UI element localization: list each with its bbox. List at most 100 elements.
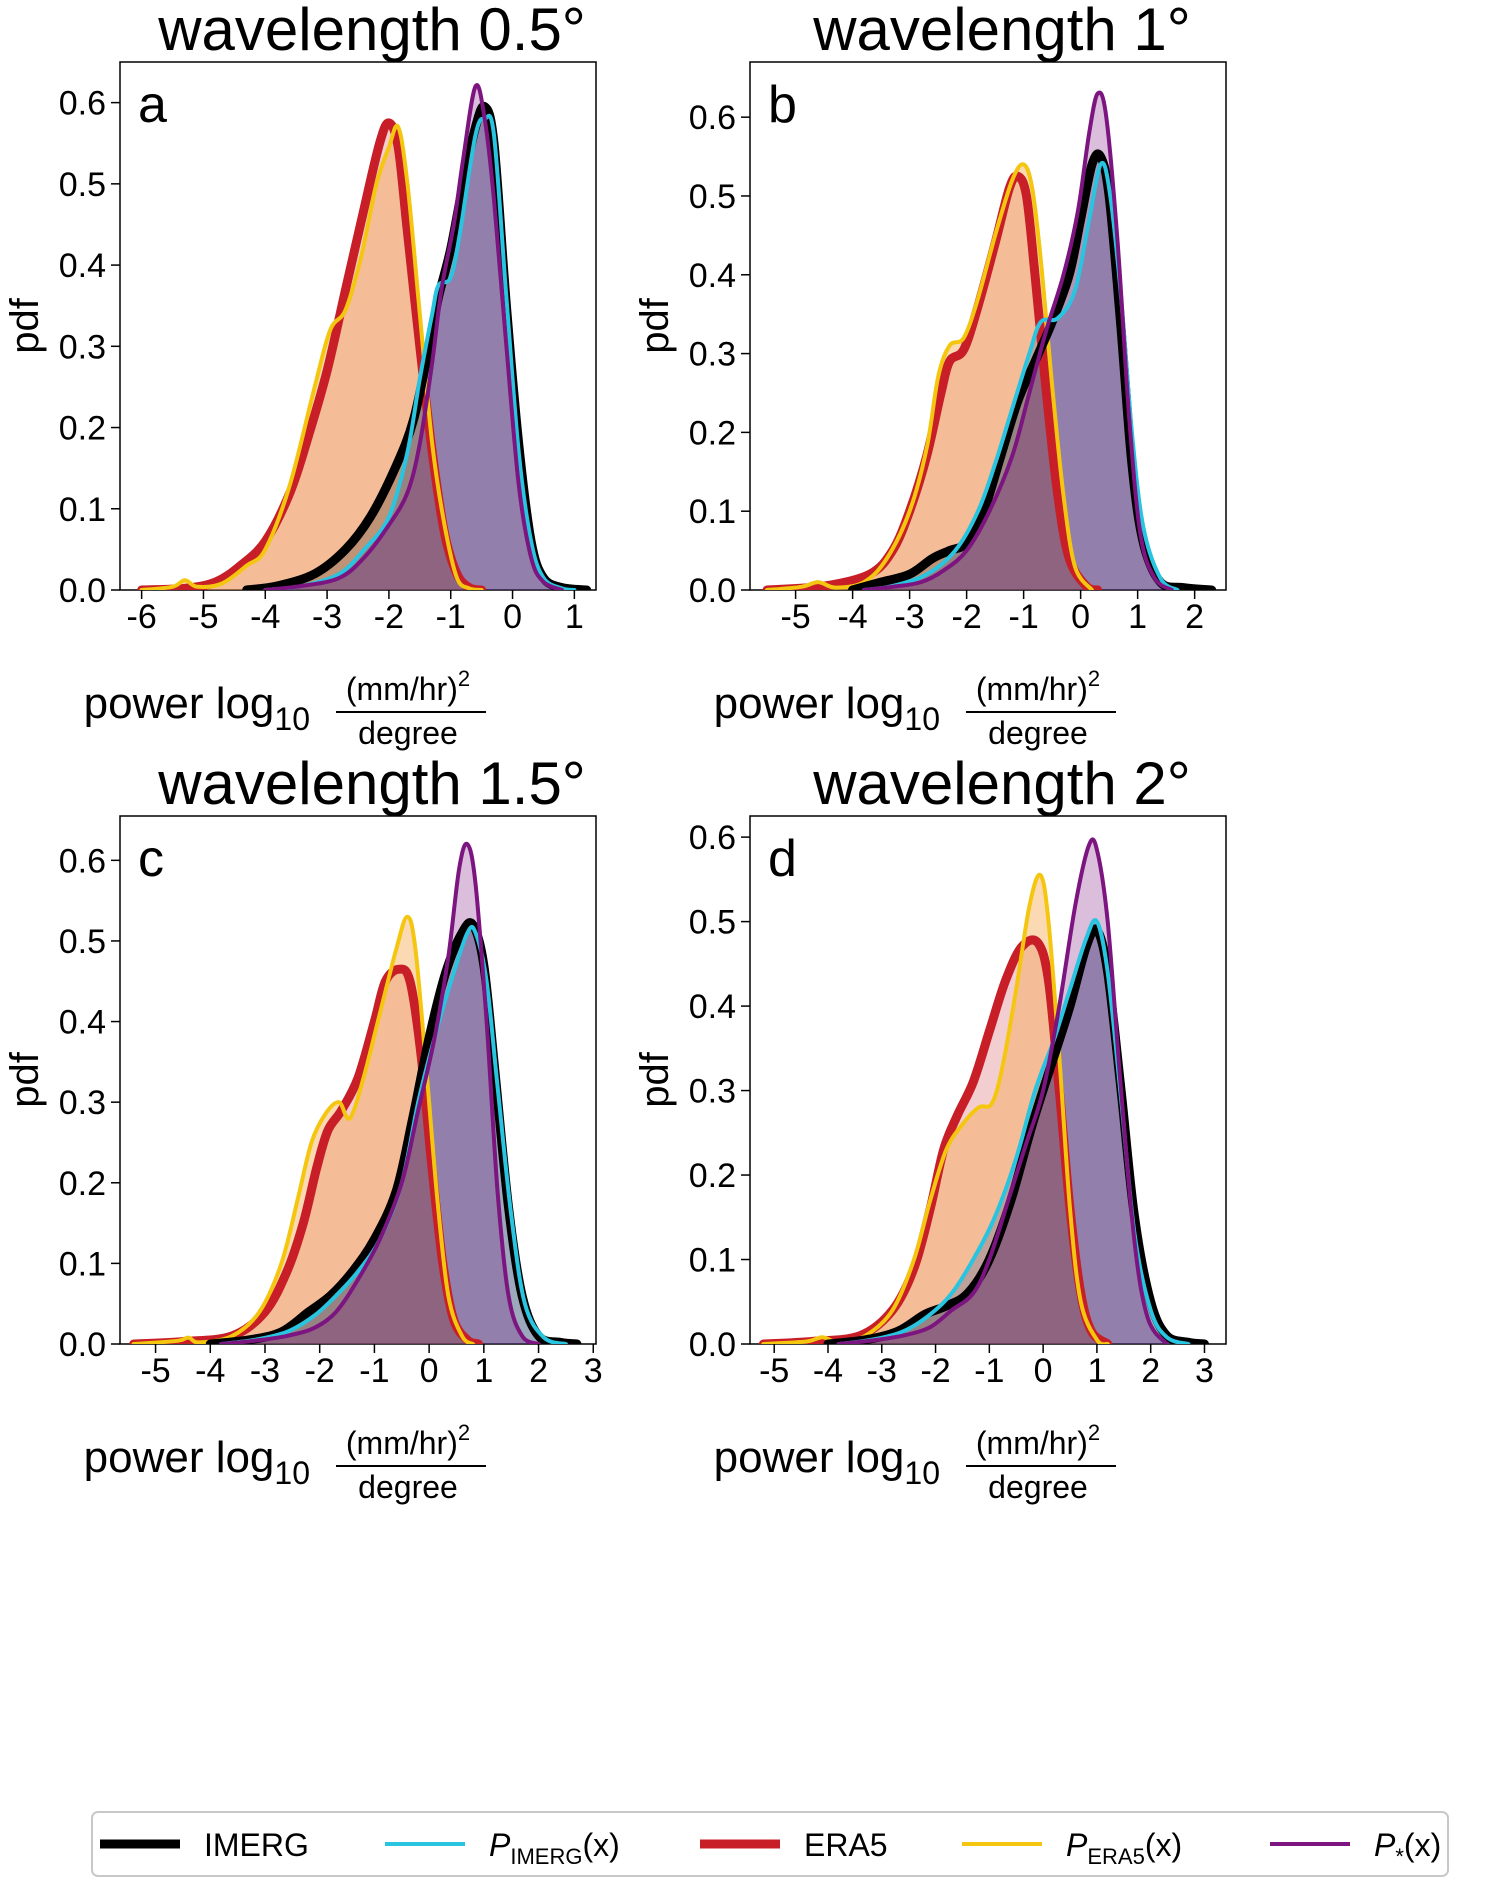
x-label-subscript: 10: [274, 1455, 310, 1491]
line-layer: [762, 90, 1217, 590]
legend-item-p-imerg-x: PIMERG(x): [385, 1827, 620, 1869]
x-tick-label: 1: [1087, 1352, 1106, 1390]
line-p-x: [836, 837, 1169, 1344]
x-label-numerator: (mm/hr)2: [346, 1420, 470, 1461]
x-tick-label: -1: [974, 1352, 1004, 1390]
line-p-era5-x: [139, 123, 484, 590]
y-axis-label: pdf: [3, 297, 47, 353]
panel-letter: a: [138, 76, 167, 134]
line-p-x: [862, 90, 1174, 590]
y-tick-label: 0.1: [59, 491, 106, 529]
series-group: [129, 841, 582, 1344]
x-tick-label: -5: [780, 598, 810, 636]
x-label-main: power log10: [84, 679, 310, 737]
panel-a: wavelength 0.5° 0.0 0.1 0.2 0.3 0.4 0.5 0.6 -6 -5…: [3, 0, 597, 751]
x-label-denominator: degree: [988, 1469, 1088, 1505]
x-tick-label: 3: [584, 1352, 603, 1390]
x-label-main: power log10: [714, 679, 940, 737]
panel-title: wavelength 1.5°: [157, 750, 586, 817]
panel-letter: d: [768, 830, 797, 888]
y-tick-label: 0.3: [689, 1073, 736, 1111]
fill-layer: [767, 92, 1212, 590]
panel-title: wavelength 2°: [812, 750, 1191, 817]
x-tick-label: -6: [127, 598, 157, 636]
x-tick-label: -2: [305, 1352, 335, 1390]
y-tick-label: 0.6: [689, 819, 736, 857]
x-tick-label: -1: [359, 1352, 389, 1390]
x-tick-label: -2: [952, 598, 982, 636]
y-tick-label: 0.5: [689, 178, 736, 216]
y-tick-label: 0.5: [59, 166, 106, 204]
line-layer: [758, 837, 1209, 1344]
y-tick-label: 0.4: [59, 1004, 106, 1042]
y-tick-label: 0.1: [689, 1242, 736, 1280]
x-tick-label: 0: [1071, 598, 1090, 636]
series-group: [137, 83, 592, 590]
x-label-text: power log: [84, 679, 275, 728]
y-tick-label: 0.2: [59, 1165, 106, 1203]
panel-letter: b: [768, 76, 797, 134]
y-tick-label: 0.0: [59, 1326, 106, 1364]
x-tick-label: 1: [565, 598, 584, 636]
area-p-x: [265, 85, 562, 590]
x-label-denominator: degree: [988, 715, 1088, 751]
x-tick-label: -5: [140, 1352, 170, 1390]
y-tick-label: 0.6: [689, 99, 736, 137]
x-label-main: power log10: [714, 1433, 940, 1491]
area-p-imerg-x: [864, 162, 1178, 590]
y-axis-label: pdf: [633, 297, 677, 353]
x-label-main: power log10: [84, 1433, 310, 1491]
x-label-denominator: degree: [358, 1469, 458, 1505]
x-tick-label: 0: [420, 1352, 439, 1390]
x-tick-label: -4: [813, 1352, 843, 1390]
legend-label: P*(x): [1374, 1827, 1441, 1869]
y-tick-label: 0.2: [689, 1157, 736, 1195]
x-tick-label: -2: [920, 1352, 950, 1390]
legend-item-era5: ERA5: [700, 1827, 888, 1863]
legend-item-p-era5-x: PERA5(x): [962, 1827, 1182, 1869]
x-tick-label: -2: [374, 598, 404, 636]
y-tick-label: 0.5: [59, 923, 106, 961]
x-label-superscript: 2: [458, 1420, 470, 1445]
x-tick-label: 0: [1034, 1352, 1053, 1390]
area-p-x: [864, 92, 1172, 590]
panel-d: wavelength 2° 0.0 0.1 0.2 0.3 0.4 0.5 0.6 -5 -4 -3…: [633, 750, 1227, 1505]
y-tick-label: 0.2: [59, 410, 106, 448]
y-tick-label: 0.0: [59, 572, 106, 610]
x-tick-label: 1: [474, 1352, 493, 1390]
x-label-subscript: 10: [904, 701, 940, 737]
area-p-imerg-x: [221, 926, 566, 1344]
x-tick-label: -3: [312, 598, 342, 636]
line-p-imerg-x: [263, 113, 577, 590]
line-layer: [129, 841, 582, 1344]
x-tick-label: -3: [250, 1352, 280, 1390]
y-tick-label: 0.6: [59, 85, 106, 123]
y-tick-label: 0.1: [59, 1245, 106, 1283]
y-tick-label: 0.4: [689, 257, 736, 295]
y-tick-label: 0.0: [689, 572, 736, 610]
y-tick-label: 0.3: [689, 336, 736, 374]
y-tick-label: 0.3: [59, 328, 106, 366]
legend-item-imerg: IMERG: [100, 1827, 309, 1863]
panel-letter: c: [138, 830, 164, 888]
y-axis-label: pdf: [3, 1051, 47, 1107]
x-label-superscript: 2: [458, 666, 470, 691]
x-label-numerator: (mm/hr)2: [976, 666, 1100, 707]
legend: IMERG PIMERG(x) ERA5 PERA5(x) P*(x): [91, 1811, 1449, 1877]
y-tick-label: 0.6: [59, 842, 106, 880]
y-tick-label: 0.2: [689, 414, 736, 452]
legend-label: IMERG: [204, 1827, 309, 1863]
y-tick-label: 0.4: [689, 988, 736, 1026]
legend-label: PERA5(x): [1066, 1827, 1182, 1869]
x-label-subscript: 10: [904, 1455, 940, 1491]
area-era5: [763, 939, 1108, 1344]
area-p-era5-x: [763, 874, 1108, 1344]
x-label-superscript: 2: [1088, 666, 1100, 691]
x-tick-label: 0: [503, 598, 522, 636]
legend-label: PIMERG(x): [489, 1827, 620, 1869]
x-axis-label: power log10 (mm/hr)2 degree: [84, 1420, 486, 1505]
x-tick-label: -3: [867, 1352, 897, 1390]
series-group: [762, 90, 1217, 590]
x-label-text: power log: [714, 1433, 905, 1482]
